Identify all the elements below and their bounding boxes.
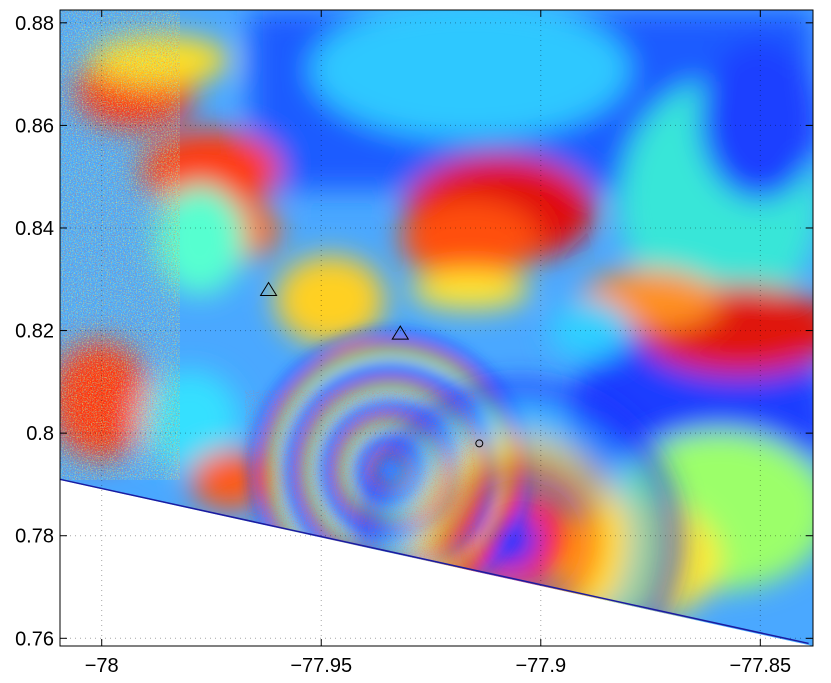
triangle-marker [391,325,410,340]
station-markers [259,281,484,448]
triangle-marker [259,281,278,297]
y-tick-label: 0.76 [15,628,54,650]
x-tick-label: −78 [85,655,119,677]
x-tick-label: −77.95 [290,655,352,677]
interferogram-image [60,10,813,646]
y-tick-label: 0.88 [15,13,54,35]
circle-marker [475,439,484,448]
y-tick-label: 0.78 [15,526,54,548]
y-tick-label: 0.84 [15,218,54,240]
x-tick-label: −77.9 [515,655,566,677]
swath-boundary-line [59,478,809,645]
y-tick-label: 0.86 [15,115,54,137]
y-tick-label: 0.82 [15,321,54,343]
y-axis: 0.88 0.86 0.84 0.82 0.8 0.78 0.76 [15,13,813,650]
x-axis: −78 −77.95 −77.9 −77.85 [85,10,791,677]
x-tick-label: −77.85 [729,655,791,677]
y-tick-label: 0.8 [26,423,54,445]
grid-lines [60,10,813,646]
plot-frame [59,9,814,647]
